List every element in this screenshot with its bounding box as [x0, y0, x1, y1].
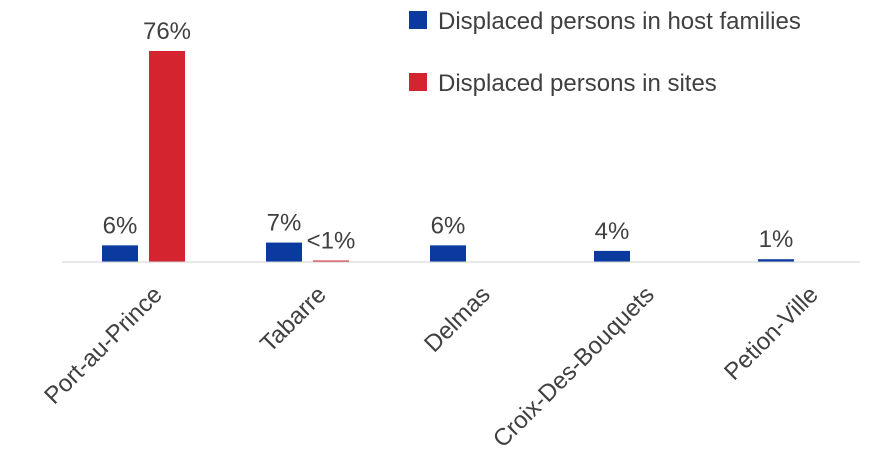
category-label-4: Croix-Des-Bouquets: [488, 281, 660, 453]
data-label-host-families-3: 6%: [431, 212, 466, 239]
category-label-3: Delmas: [419, 281, 496, 358]
data-label-sites-1: 76%: [143, 18, 191, 45]
bar-host-families-1: [102, 245, 138, 262]
legend-swatch-2: [409, 73, 427, 91]
data-label-host-families-4: 4%: [595, 218, 630, 245]
data-label-sites-2: <1%: [307, 228, 356, 255]
bar-host-families-3: [430, 245, 466, 262]
category-label-2: Tabarre: [255, 281, 332, 358]
legend-swatch-1: [409, 11, 427, 29]
category-label-5: Petion-Ville: [719, 281, 824, 386]
legend-label-2: Displaced persons in sites: [438, 70, 717, 97]
legend-label-1: Displaced persons in host families: [438, 8, 801, 35]
category-label-1: Port-au-Prince: [39, 281, 168, 410]
bars: 6% 76% 7%<1% 6% 4% 1%: [102, 18, 794, 262]
bar-sites-2: [313, 260, 349, 262]
data-label-host-families-1: 6%: [103, 212, 138, 239]
legend: Displaced persons in host families Displa…: [409, 8, 801, 97]
data-label-host-families-2: 7%: [267, 210, 302, 237]
category-labels: Port-au-Prince Tabarre DelmasCroix-Des-Bou…: [39, 281, 824, 453]
data-label-host-families-5: 1%: [759, 226, 794, 253]
bar-host-families-5: [758, 259, 794, 262]
bar-host-families-4: [594, 250, 630, 262]
bar-sites-1: [149, 51, 185, 262]
bar-host-families-2: [266, 242, 302, 262]
